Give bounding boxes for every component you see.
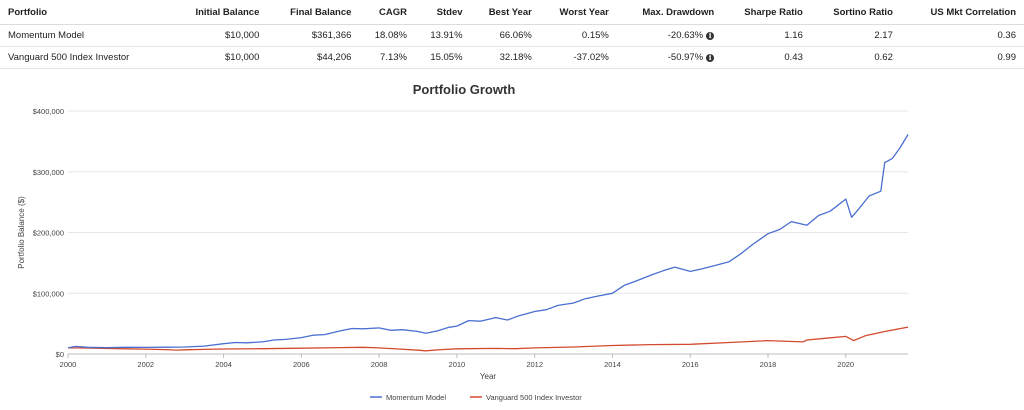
header-portfolio[interactable]: Portfolio [0, 0, 170, 25]
legend-label[interactable]: Vanguard 500 Index Investor [486, 393, 582, 402]
cell-initial-balance: $10,000 [170, 46, 266, 69]
cell-best-year: 32.18% [468, 46, 538, 69]
y-tick-label: $200,000 [33, 229, 64, 238]
header-final-balance[interactable]: Final Balance [265, 0, 358, 25]
x-tick-label: 2018 [760, 360, 777, 369]
cell-sharpe-ratio: 1.16 [720, 24, 809, 47]
cell-sharpe-ratio: 0.43 [720, 46, 809, 69]
header-best-year[interactable]: Best Year [468, 0, 538, 25]
header-stdev[interactable]: Stdev [412, 0, 469, 25]
cell-best-year: 66.06% [468, 24, 538, 47]
y-axis-label: Portfolio Balance ($) [17, 196, 26, 269]
cell-final-balance: $44,206 [265, 46, 358, 69]
y-tick-label: $400,000 [33, 107, 64, 116]
table-row: Momentum Model $10,000 $361,366 18.08% 1… [0, 24, 1024, 47]
cell-cagr: 18.08% [357, 24, 413, 47]
x-tick-label: 2006 [293, 360, 310, 369]
cell-us-mkt-correlation: 0.36 [898, 24, 1024, 47]
cell-us-mkt-correlation: 0.99 [898, 46, 1024, 69]
cell-sortino-ratio: 2.17 [808, 24, 899, 47]
series-line-momentum-model[interactable] [67, 134, 909, 349]
x-tick-label: 2020 [837, 360, 854, 369]
header-initial-balance[interactable]: Initial Balance [170, 0, 266, 25]
header-us-mkt-correlation[interactable]: US Mkt Correlation [898, 0, 1024, 25]
x-axis-label: Year [480, 372, 497, 381]
cell-worst-year: -37.02% [537, 46, 615, 69]
header-sharpe-ratio[interactable]: Sharpe Ratio [720, 0, 809, 25]
header-max-drawdown[interactable]: Max. Drawdown [614, 0, 721, 25]
statistics-table: Portfolio Initial Balance Final Balance … [0, 0, 1024, 69]
y-tick-label: $300,000 [33, 168, 64, 177]
header-cagr[interactable]: CAGR [357, 0, 413, 25]
header-worst-year[interactable]: Worst Year [537, 0, 615, 25]
cell-initial-balance: $10,000 [170, 24, 266, 47]
drawdown-value: -50.97% [667, 52, 704, 63]
y-tick-label: $0 [56, 350, 64, 359]
x-tick-label: 2012 [526, 360, 543, 369]
y-tick-label: $100,000 [33, 289, 64, 298]
chart-title: Portfolio Growth [412, 82, 516, 97]
header-sortino-ratio[interactable]: Sortino Ratio [808, 0, 899, 25]
cell-cagr: 7.13% [357, 46, 413, 69]
series-line-vanguard-500-index-investor[interactable] [67, 326, 909, 352]
drawdown-value: -20.63% [667, 30, 704, 41]
legend-label[interactable]: Momentum Model [386, 393, 446, 402]
cell-portfolio: Momentum Model [0, 24, 170, 47]
x-tick-label: 2002 [137, 360, 154, 369]
x-tick-label: 2000 [60, 360, 77, 369]
info-icon[interactable]: i [706, 54, 715, 62]
cell-max-drawdown: -50.97% i [614, 46, 721, 69]
cell-final-balance: $361,366 [265, 24, 358, 47]
table-row: Vanguard 500 Index Investor $10,000 $44,… [0, 46, 1024, 69]
table-header-row: Portfolio Initial Balance Final Balance … [0, 0, 1024, 25]
cell-portfolio: Vanguard 500 Index Investor [0, 46, 170, 69]
x-tick-label: 2004 [215, 360, 232, 369]
cell-max-drawdown: -20.63% i [614, 24, 721, 47]
cell-worst-year: 0.15% [537, 24, 615, 47]
x-tick-label: 2008 [371, 360, 388, 369]
x-tick-label: 2010 [449, 360, 466, 369]
info-icon[interactable]: i [706, 32, 715, 40]
cell-stdev: 13.91% [412, 24, 469, 47]
x-tick-label: 2014 [604, 360, 621, 369]
cell-sortino-ratio: 0.62 [808, 46, 899, 69]
x-tick-label: 2016 [682, 360, 699, 369]
cell-stdev: 15.05% [412, 46, 469, 69]
